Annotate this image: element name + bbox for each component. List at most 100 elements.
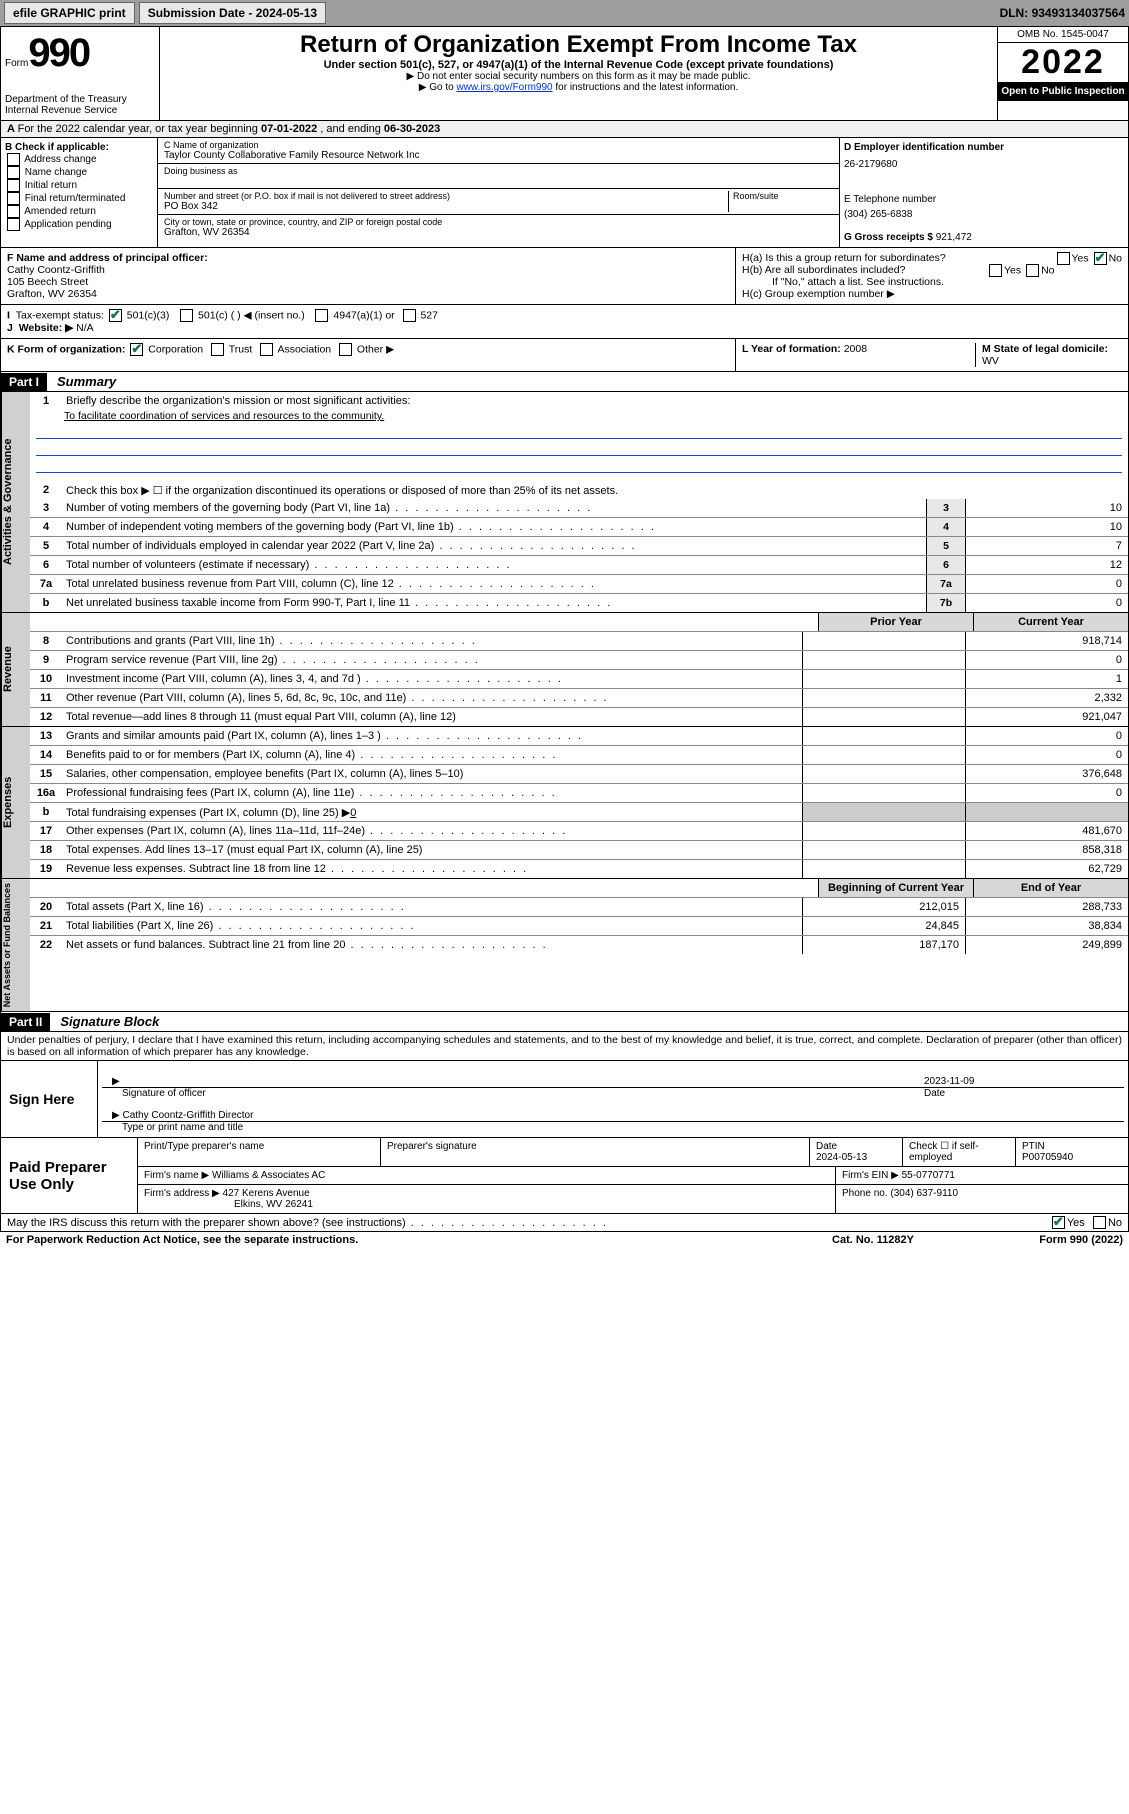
city-value: Grafton, WV 26354 bbox=[164, 227, 833, 238]
section-activities: Activities & Governance 1Briefly describ… bbox=[0, 392, 1129, 613]
part2-header: Part II Signature Block bbox=[0, 1012, 1129, 1032]
line2-desc: Check this box ▶ ☐ if the organization d… bbox=[62, 482, 1128, 499]
sign-here-label: Sign Here bbox=[1, 1061, 98, 1137]
cat-no: Cat. No. 11282Y bbox=[773, 1234, 973, 1246]
dln-label: DLN: bbox=[1000, 6, 1032, 20]
form-subtitle: Under section 501(c), 527, or 4947(a)(1)… bbox=[164, 59, 993, 71]
chk-4947[interactable] bbox=[315, 309, 328, 322]
open-inspection: Open to Public Inspection bbox=[998, 82, 1128, 101]
firm-addr1: 427 Kerens Avenue bbox=[223, 1188, 310, 1199]
phone-label: E Telephone number bbox=[844, 194, 1124, 205]
firm-phone-label: Phone no. bbox=[842, 1188, 890, 1199]
chk-hb-no[interactable] bbox=[1026, 264, 1039, 277]
line20-begin: 212,015 bbox=[802, 898, 965, 916]
form-title-box: Return of Organization Exempt From Incom… bbox=[160, 27, 997, 120]
submission-date-button[interactable]: Submission Date - 2024-05-13 bbox=[139, 2, 326, 24]
chk-corp[interactable] bbox=[130, 343, 143, 356]
line20-end: 288,733 bbox=[965, 898, 1128, 916]
mission-text: To facilitate coordination of services a… bbox=[64, 410, 384, 422]
chk-app-pending[interactable] bbox=[7, 218, 20, 231]
chk-527[interactable] bbox=[403, 309, 416, 322]
part2-label: Part II bbox=[1, 1013, 50, 1031]
tax-year: 2022 bbox=[998, 43, 1128, 82]
note2-pre: ▶ Go to bbox=[419, 82, 457, 93]
side-netassets: Net Assets or Fund Balances bbox=[1, 879, 30, 1011]
line14-desc: Benefits paid to or for members (Part IX… bbox=[66, 749, 355, 761]
chk-501c3[interactable] bbox=[109, 309, 122, 322]
mission-blank-1 bbox=[36, 424, 1122, 439]
tax-year-begin: 07-01-2022 bbox=[261, 123, 317, 135]
line10-desc: Investment income (Part VIII, column (A)… bbox=[66, 673, 361, 685]
lbl-corp: Corporation bbox=[148, 343, 203, 355]
lbl-name-change: Name change bbox=[25, 167, 87, 178]
bottom-note: For Paperwork Reduction Act Notice, see … bbox=[0, 1232, 1129, 1248]
lbl-final-return: Final return/terminated bbox=[25, 193, 126, 204]
chk-name-change[interactable] bbox=[7, 166, 20, 179]
col-de: D Employer identification number 26-2179… bbox=[839, 138, 1128, 247]
lbl-4947: 4947(a)(1) or bbox=[333, 309, 394, 321]
chk-discuss-yes[interactable] bbox=[1052, 1216, 1065, 1229]
lbl-amended: Amended return bbox=[24, 206, 96, 217]
prep-date: 2024-05-13 bbox=[816, 1152, 867, 1163]
officer-label: F Name and address of principal officer: bbox=[7, 252, 208, 264]
firm-phone: (304) 637-9110 bbox=[890, 1188, 958, 1199]
year-formation-label: L Year of formation: bbox=[742, 343, 844, 355]
lbl-app-pending: Application pending bbox=[24, 219, 111, 230]
chk-trust[interactable] bbox=[211, 343, 224, 356]
chk-hb-yes[interactable] bbox=[989, 264, 1002, 277]
form-note-2: ▶ Go to www.irs.gov/Form990 for instruct… bbox=[164, 82, 993, 93]
lbl-address-change: Address change bbox=[24, 154, 96, 165]
subdate-label: Submission Date - bbox=[148, 6, 256, 20]
lbl-501c3: 501(c)(3) bbox=[127, 309, 170, 321]
section-netassets: Net Assets or Fund Balances Beginning of… bbox=[0, 879, 1129, 1012]
line11-cur: 2,332 bbox=[965, 689, 1128, 707]
irs-link[interactable]: www.irs.gov/Form990 bbox=[456, 82, 552, 93]
website-label: Website: ▶ bbox=[19, 322, 74, 334]
side-expenses: Expenses bbox=[1, 727, 30, 878]
row-h: H(a) Is this a group return for subordin… bbox=[736, 248, 1128, 304]
chk-ha-yes[interactable] bbox=[1057, 252, 1070, 265]
form-word: Form bbox=[5, 58, 28, 69]
line7b-val: 0 bbox=[965, 594, 1128, 612]
form-header-left: Form990 Department of the Treasury Inter… bbox=[1, 27, 160, 120]
form-title: Return of Organization Exempt From Incom… bbox=[164, 31, 993, 59]
year-formation: 2008 bbox=[844, 343, 867, 355]
lbl-trust: Trust bbox=[229, 343, 253, 355]
form-header-right: OMB No. 1545-0047 2022 Open to Public In… bbox=[997, 27, 1128, 120]
line22-desc: Net assets or fund balances. Subtract li… bbox=[66, 939, 345, 951]
line16a-cur: 0 bbox=[965, 784, 1128, 802]
line8-desc: Contributions and grants (Part VIII, lin… bbox=[66, 635, 275, 647]
room-label: Room/suite bbox=[728, 191, 833, 212]
dept-label: Department of the Treasury bbox=[5, 94, 155, 105]
line18-cur: 858,318 bbox=[965, 841, 1128, 859]
section-revenue: Revenue Prior YearCurrent Year 8Contribu… bbox=[0, 613, 1129, 727]
footer-discuss: May the IRS discuss this return with the… bbox=[0, 1214, 1129, 1232]
sign-date: 2023-11-09 bbox=[924, 1076, 1124, 1087]
chk-amended[interactable] bbox=[7, 205, 20, 218]
col-b: B Check if applicable: Address change Na… bbox=[1, 138, 158, 247]
org-name-label: C Name of organization bbox=[164, 140, 833, 150]
efile-button[interactable]: efile GRAPHIC print bbox=[4, 2, 135, 24]
chk-address-change[interactable] bbox=[7, 153, 20, 166]
chk-ha-no[interactable] bbox=[1094, 252, 1107, 265]
chk-discuss-no[interactable] bbox=[1093, 1216, 1106, 1229]
chk-initial-return[interactable] bbox=[7, 179, 20, 192]
part1-title: Summary bbox=[47, 372, 126, 391]
dln-value: 93493134037564 bbox=[1032, 6, 1125, 20]
form-note-1: ▶ Do not enter social security numbers o… bbox=[164, 71, 993, 82]
side-activities: Activities & Governance bbox=[1, 392, 30, 612]
line15-cur: 376,648 bbox=[965, 765, 1128, 783]
current-year-head: Current Year bbox=[973, 613, 1128, 631]
chk-other[interactable] bbox=[339, 343, 352, 356]
line16b-desc: Total fundraising expenses (Part IX, col… bbox=[66, 807, 350, 819]
irs-label: Internal Revenue Service bbox=[5, 105, 155, 116]
chk-assoc[interactable] bbox=[260, 343, 273, 356]
prep-date-label: Date bbox=[816, 1141, 837, 1152]
prep-name-label: Print/Type preparer's name bbox=[138, 1138, 381, 1166]
lbl-527: 527 bbox=[420, 309, 438, 321]
chk-final-return[interactable] bbox=[7, 192, 20, 205]
line16a-desc: Professional fundraising fees (Part IX, … bbox=[66, 787, 354, 799]
chk-501c[interactable] bbox=[180, 309, 193, 322]
addr-label: Number and street (or P.O. box if mail i… bbox=[164, 191, 728, 201]
mission-blank-2 bbox=[36, 441, 1122, 456]
